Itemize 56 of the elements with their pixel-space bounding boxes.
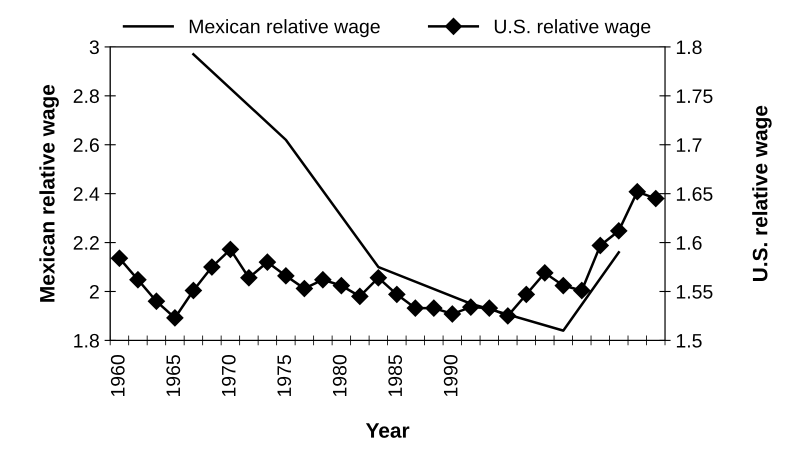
point xyxy=(499,307,516,324)
point xyxy=(425,300,442,317)
x-tick-label: 1975 xyxy=(277,355,292,396)
y2-tick-label: 1.6 xyxy=(676,236,702,250)
point xyxy=(406,300,424,317)
point xyxy=(240,269,258,286)
point xyxy=(351,288,368,305)
x-tick-label: 1970 xyxy=(222,355,236,396)
point xyxy=(462,298,480,316)
point xyxy=(480,300,498,317)
point xyxy=(110,250,128,267)
x-tick-label: 1980 xyxy=(332,355,347,396)
y-tick-label: 3 xyxy=(90,40,99,54)
point xyxy=(647,190,664,208)
y-tick-label: 2.2 xyxy=(74,236,99,250)
y2-tick-label: 1.55 xyxy=(676,285,712,299)
point xyxy=(148,292,165,310)
point xyxy=(370,269,387,286)
y2-axis-title: U.S. relative wage xyxy=(752,106,772,281)
point xyxy=(536,264,554,282)
point xyxy=(388,286,406,303)
x-tick-label: 1960 xyxy=(110,355,125,396)
point xyxy=(518,286,535,303)
point xyxy=(258,254,276,271)
legend-label: Mexican relative wage xyxy=(190,19,380,38)
x-axis-title: Year xyxy=(366,423,410,438)
point xyxy=(444,305,461,323)
y-tick-label: 2.4 xyxy=(74,187,100,201)
point xyxy=(166,309,184,326)
point xyxy=(332,277,350,294)
point xyxy=(129,271,146,288)
point xyxy=(222,240,239,258)
point xyxy=(592,236,609,254)
point xyxy=(203,258,220,276)
y-tick-label: 2.8 xyxy=(74,89,99,104)
x-tick-label: 1985 xyxy=(388,355,402,396)
legend-label: U.S. relative wage xyxy=(494,19,650,38)
point xyxy=(554,277,572,294)
x-tick-label: 1965 xyxy=(166,355,180,396)
x-tick-label: 1990 xyxy=(444,355,458,396)
y2-tick-label: 1.7 xyxy=(676,138,702,152)
y-tick-label: 2 xyxy=(90,284,99,299)
y2-tick-label: 1.65 xyxy=(676,187,712,201)
point xyxy=(277,267,294,284)
y-tick-label: 2.6 xyxy=(74,138,99,152)
point xyxy=(573,282,590,300)
y2-tick-label: 1.8 xyxy=(676,40,702,54)
y2-tick-label: 1.5 xyxy=(676,334,702,348)
y-tick-label: 1.8 xyxy=(74,334,99,348)
point xyxy=(610,222,628,240)
y2-tick-label: 1.75 xyxy=(676,90,712,104)
y-axis-title: Mexican relative wage xyxy=(39,84,59,302)
point xyxy=(184,282,202,300)
point xyxy=(628,183,646,200)
point xyxy=(314,271,332,288)
point xyxy=(296,280,313,298)
